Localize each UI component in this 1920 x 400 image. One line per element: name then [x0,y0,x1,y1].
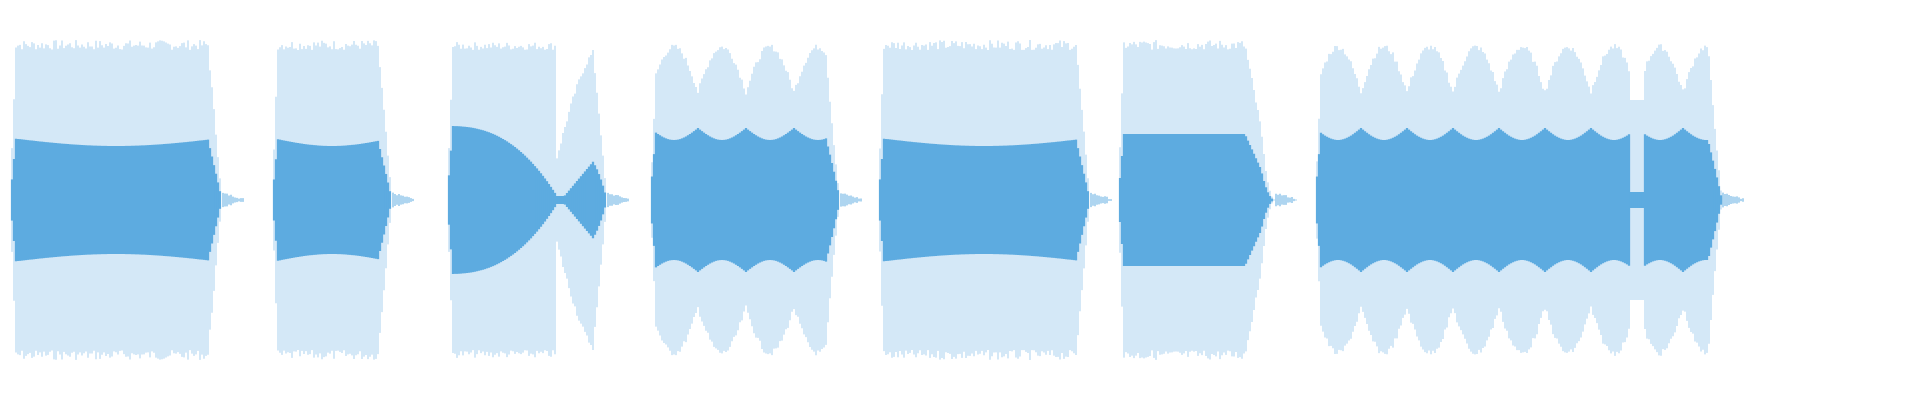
waveform-core-layer [10,126,1744,274]
